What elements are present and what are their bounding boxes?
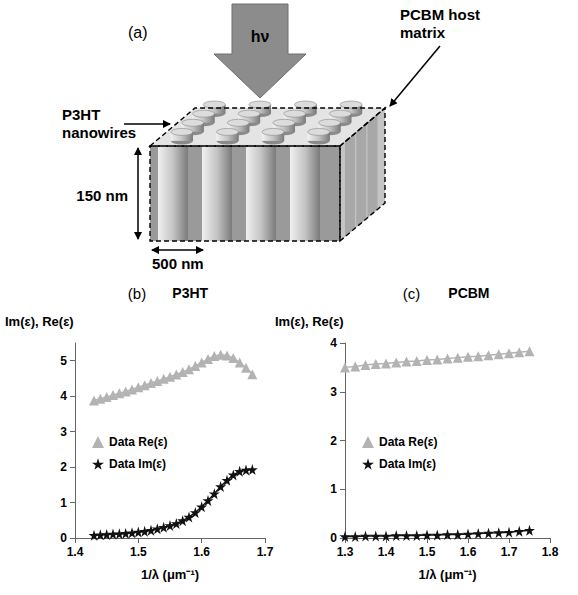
svg-text:1.7: 1.7 bbox=[257, 545, 274, 559]
svg-text:P3HT: P3HT bbox=[172, 285, 208, 301]
svg-text:P3HT: P3HT bbox=[62, 106, 100, 123]
svg-text:1.7: 1.7 bbox=[501, 545, 518, 559]
svg-text:5: 5 bbox=[60, 354, 67, 368]
svg-text:Data Im(ε): Data Im(ε) bbox=[109, 457, 166, 471]
svg-text:PCBM host: PCBM host bbox=[400, 6, 480, 23]
svg-text:3: 3 bbox=[330, 385, 337, 399]
svg-text:3: 3 bbox=[60, 425, 67, 439]
svg-text:hν: hν bbox=[251, 28, 270, 45]
svg-text:nanowires: nanowires bbox=[62, 124, 136, 141]
svg-text:Data Re(ε): Data Re(ε) bbox=[109, 435, 167, 449]
svg-text:150 nm: 150 nm bbox=[76, 187, 128, 204]
svg-text:1.4: 1.4 bbox=[378, 545, 395, 559]
svg-text:PCBM: PCBM bbox=[448, 285, 489, 301]
svg-text:4: 4 bbox=[60, 389, 67, 403]
svg-text:0: 0 bbox=[330, 531, 337, 545]
svg-text:1/λ (μm⁻¹): 1/λ (μm⁻¹) bbox=[141, 567, 199, 582]
svg-text:1.4: 1.4 bbox=[67, 545, 84, 559]
svg-text:2: 2 bbox=[60, 460, 67, 474]
svg-text:500 nm: 500 nm bbox=[152, 255, 204, 272]
svg-text:1.6: 1.6 bbox=[460, 545, 477, 559]
svg-text:1.3: 1.3 bbox=[337, 545, 354, 559]
svg-text:1.6: 1.6 bbox=[193, 545, 210, 559]
svg-text:Data Re(ε): Data Re(ε) bbox=[379, 435, 437, 449]
svg-text:Im(ε), Re(ε): Im(ε), Re(ε) bbox=[5, 314, 74, 329]
svg-text:1/λ (μm⁻¹): 1/λ (μm⁻¹) bbox=[418, 567, 476, 582]
svg-text:(a): (a) bbox=[128, 24, 148, 41]
svg-text:(c): (c) bbox=[403, 285, 421, 302]
svg-text:Im(ε), Re(ε): Im(ε), Re(ε) bbox=[275, 314, 344, 329]
svg-text:1.5: 1.5 bbox=[419, 545, 436, 559]
svg-text:1: 1 bbox=[60, 496, 67, 510]
svg-text:1: 1 bbox=[330, 482, 337, 496]
svg-text:1.8: 1.8 bbox=[542, 545, 559, 559]
svg-text:2: 2 bbox=[330, 434, 337, 448]
svg-text:4: 4 bbox=[330, 336, 337, 350]
svg-text:matrix: matrix bbox=[400, 24, 446, 41]
svg-text:(b): (b) bbox=[128, 285, 146, 302]
svg-text:0: 0 bbox=[60, 531, 67, 545]
svg-text:1.5: 1.5 bbox=[130, 545, 147, 559]
svg-text:Data Im(ε): Data Im(ε) bbox=[379, 457, 436, 471]
